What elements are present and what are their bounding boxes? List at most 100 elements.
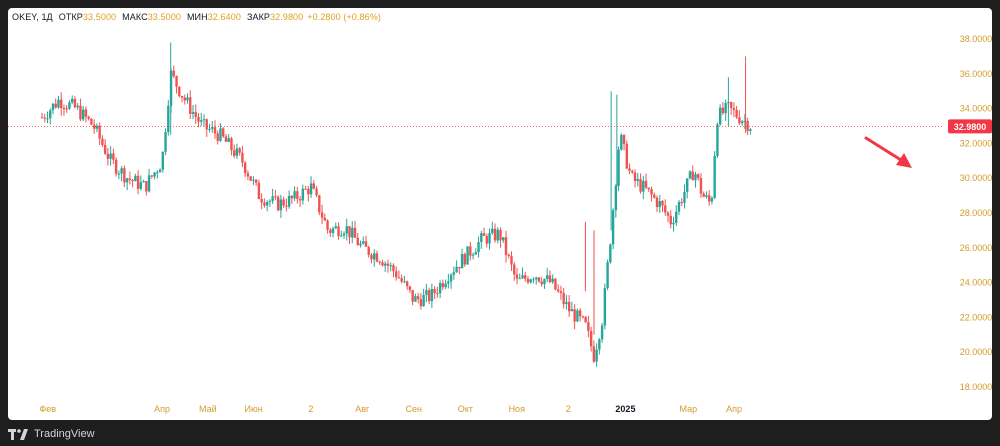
candle-body <box>95 125 99 129</box>
candle-body <box>592 346 596 362</box>
candle-body <box>532 279 535 281</box>
candle-body <box>268 201 272 203</box>
candle-body <box>598 339 601 350</box>
candle-body <box>337 226 340 237</box>
high-value: 33.5000 <box>147 12 181 22</box>
candle-body <box>526 278 530 283</box>
chart-frame[interactable]: 18.0000 20.0000 22.0000 24.0000 26.0000 28.00… <box>8 8 992 420</box>
candle-body <box>485 236 488 244</box>
candle-body <box>120 168 123 174</box>
candle-body <box>309 183 313 195</box>
candle-body <box>419 299 423 307</box>
x-tick-label: Авг <box>355 404 370 414</box>
y-tick-label: 38.0000 <box>960 34 992 44</box>
candle-body <box>408 286 412 291</box>
candle-body <box>696 174 700 179</box>
candle-body <box>351 227 354 238</box>
candle-body <box>326 220 329 230</box>
candle-body <box>661 201 664 206</box>
candle-body <box>381 262 384 266</box>
candle-body <box>353 227 357 238</box>
candle-body <box>164 132 167 152</box>
candle-body <box>551 278 554 282</box>
close-value: 32.9800 <box>270 12 304 22</box>
candle-body <box>394 271 398 278</box>
candle-body <box>677 202 681 212</box>
y-tick-label: 24.0000 <box>960 278 992 288</box>
candle-body <box>540 281 543 285</box>
candle-body <box>320 212 324 218</box>
candle-body <box>254 179 258 183</box>
candle-body <box>263 202 266 206</box>
candle-body <box>334 226 337 229</box>
candle-body <box>235 148 239 156</box>
candle-body <box>315 188 318 196</box>
candle-body <box>455 266 458 273</box>
candle-body <box>150 175 154 177</box>
ohlc-legend: OKEY, 1Д ОТКР33.5000 МАКС33.5000 МИН32.6400… <box>12 12 381 22</box>
candle-body <box>84 109 88 117</box>
candle-body <box>617 149 620 186</box>
candle-body <box>422 294 425 307</box>
candle-body <box>625 143 629 169</box>
tradingview-footer[interactable]: TradingView <box>8 426 95 442</box>
candle-body <box>92 124 96 129</box>
open-label: ОТКР <box>58 12 83 22</box>
candle-body <box>458 266 461 269</box>
candle-body <box>493 228 497 241</box>
candlestick-chart[interactable]: 18.0000 20.0000 22.0000 24.0000 26.0000 28.00… <box>8 8 992 420</box>
candle-body <box>342 233 346 236</box>
candle-body <box>403 281 406 283</box>
candle-body <box>576 310 579 322</box>
candle-body <box>194 112 197 117</box>
candle-body <box>578 310 582 317</box>
candle-body <box>375 253 379 262</box>
candle-body <box>378 261 381 263</box>
x-tick-label: Мар <box>680 404 698 414</box>
x-tick-label: 2 <box>308 404 313 414</box>
candle-body <box>200 120 203 122</box>
candle-body <box>298 199 302 201</box>
candle-body <box>238 148 241 153</box>
candle-body <box>43 117 46 119</box>
candle-body <box>131 179 134 182</box>
candle-body <box>216 133 219 141</box>
candle-body <box>721 107 725 114</box>
candle-body <box>139 182 143 189</box>
candle-body <box>718 107 722 125</box>
candle-body <box>474 252 478 255</box>
open-value: 33.5000 <box>82 12 117 22</box>
y-tick-label: 28.0000 <box>960 208 992 218</box>
candle-body <box>537 277 541 282</box>
candle-body <box>496 229 499 241</box>
x-tick-label: 2 <box>566 404 571 414</box>
x-tick-label: Июн <box>245 404 263 414</box>
candle-body <box>633 172 637 182</box>
candle-body <box>524 275 527 279</box>
candle-body <box>471 254 475 256</box>
candle-body <box>340 235 343 237</box>
candle-body <box>90 118 93 125</box>
candle-body <box>559 291 563 294</box>
x-tick-label: Май <box>199 404 217 414</box>
candle-body <box>414 296 417 302</box>
candle-body <box>205 119 208 130</box>
candle-body <box>584 316 587 323</box>
candle-body <box>243 162 247 174</box>
candle-body <box>57 99 60 108</box>
candle-body <box>400 277 403 282</box>
candle-body <box>691 171 694 181</box>
candle-body <box>260 199 263 203</box>
candle-body <box>499 229 502 241</box>
price-tag <box>948 119 992 134</box>
y-tick-label: 34.0000 <box>960 104 992 114</box>
candle-body <box>175 76 178 87</box>
candle-body <box>76 105 79 108</box>
candle-body <box>232 150 236 156</box>
candle-body <box>502 237 505 241</box>
candle-body <box>743 120 747 122</box>
candle-body <box>595 349 598 362</box>
candle-body <box>60 99 63 108</box>
candle-body <box>224 136 228 142</box>
candle-body <box>411 290 414 302</box>
